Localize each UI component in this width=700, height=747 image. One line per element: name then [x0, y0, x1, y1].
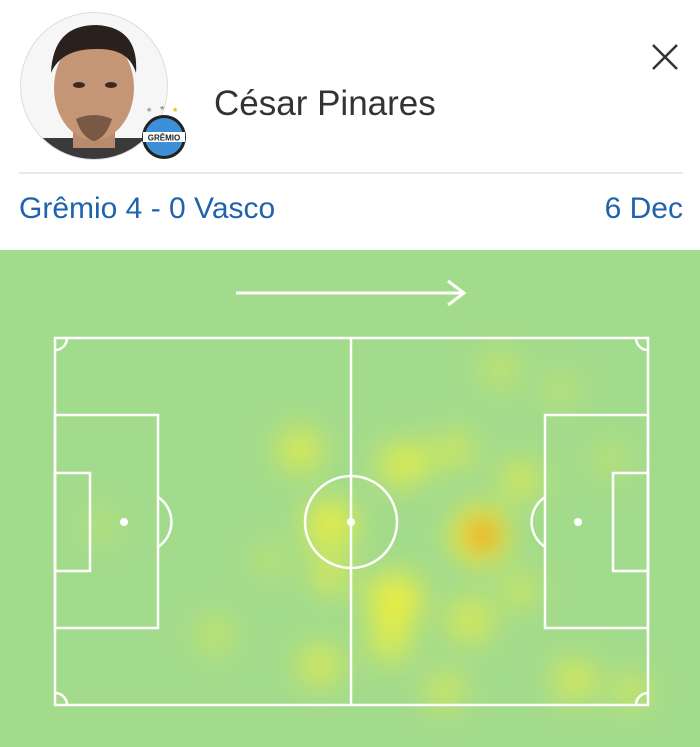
heat-spot	[310, 555, 350, 595]
heat-spot	[500, 460, 540, 500]
heat-spot	[466, 519, 498, 551]
heat-spot	[482, 352, 518, 388]
match-date: 6 Dec	[604, 192, 683, 225]
heatmap-pitch	[53, 336, 650, 710]
svg-text:★: ★	[146, 106, 152, 114]
heat-spot	[304, 499, 356, 551]
heat-spot	[368, 618, 412, 662]
heat-spot	[594, 444, 626, 476]
svg-text:GRÊMIO: GRÊMIO	[148, 134, 180, 143]
player-name: César Pinares	[214, 84, 436, 123]
heat-spot	[435, 430, 475, 470]
close-icon	[652, 44, 678, 70]
player-header: ★ ★ ★ GRÊMIO César Pinares Grêmio 4 - 0 Va…	[0, 0, 700, 250]
heat-spot	[425, 670, 465, 710]
heatmap-layer	[86, 352, 648, 710]
svg-text:★: ★	[172, 106, 178, 114]
heat-spot	[502, 572, 538, 608]
arrow-right-icon	[236, 279, 467, 307]
heat-spot	[367, 572, 423, 628]
heat-spot	[197, 617, 233, 653]
pitch-lines	[53, 336, 650, 707]
heat-spot	[553, 658, 597, 702]
heat-spot	[544, 374, 576, 406]
heat-spot	[612, 672, 648, 708]
heat-spot	[298, 643, 342, 687]
club-badge: ★ ★ ★ GRÊMIO	[137, 104, 191, 160]
heat-spot	[278, 428, 322, 472]
match-link[interactable]: Grêmio 4 - 0 Vasco	[19, 192, 276, 225]
heat-spot	[402, 442, 438, 478]
heat-spot	[86, 511, 114, 539]
divider	[19, 172, 683, 174]
close-button[interactable]	[648, 40, 682, 74]
heat-spot	[446, 596, 494, 644]
heat-spot	[254, 544, 286, 576]
svg-text:★: ★	[159, 106, 165, 112]
